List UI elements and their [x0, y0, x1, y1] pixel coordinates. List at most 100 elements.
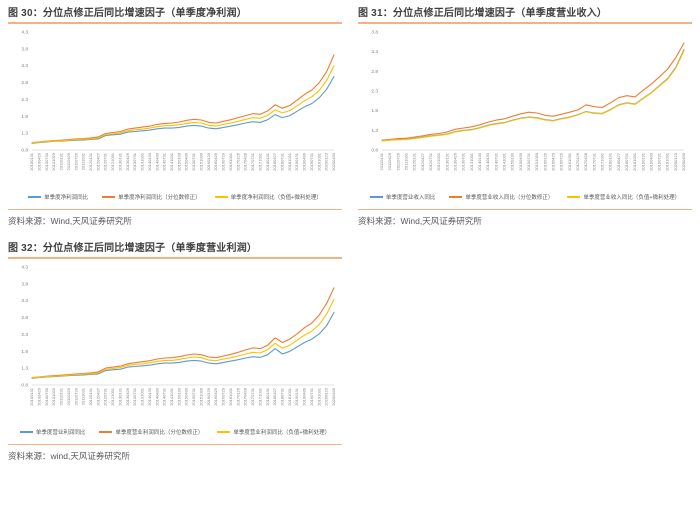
- legend-item: 单季度营业利润同比: [19, 428, 85, 436]
- legend-label: 单季度营业利润同比（分位数修正）: [115, 430, 204, 436]
- figure-30-source: 资料来源：Wind,天风证券研究所: [8, 216, 132, 226]
- svg-text:20190430: 20190430: [302, 387, 307, 406]
- svg-text:20141031: 20141031: [169, 387, 174, 406]
- svg-text:0.8: 0.8: [21, 383, 28, 389]
- svg-text:20140731: 20140731: [162, 387, 167, 406]
- svg-text:20150731: 20150731: [191, 152, 196, 171]
- svg-text:20190731: 20190731: [309, 152, 314, 171]
- svg-text:20170428: 20170428: [583, 152, 588, 171]
- figure-32-source-divider: [8, 444, 342, 445]
- svg-text:20140430: 20140430: [485, 152, 490, 171]
- svg-text:2.8: 2.8: [21, 315, 28, 321]
- svg-text:1.3: 1.3: [21, 131, 28, 137]
- svg-text:20140130: 20140130: [147, 152, 152, 171]
- figure-30-legend: 单季度净利润同比 单季度净利润同比（分位数修正） 单季度净利润同比（负值+微利处理）: [8, 192, 342, 202]
- svg-text:20100131: 20100131: [29, 387, 34, 406]
- svg-text:20190131: 20190131: [640, 152, 645, 171]
- legend-item: 单季度营业收入同比（分位数修正）: [449, 193, 553, 201]
- svg-text:3.8: 3.8: [21, 46, 28, 52]
- legend-item: 单季度净利润同比（负值+微利处理）: [214, 193, 322, 201]
- svg-text:20181031: 20181031: [632, 152, 637, 171]
- figure-32-title: 图 32：分位点修正后同比增速因子（单季度营业利润）: [8, 243, 258, 254]
- legend-label: 单季度营业收入同比: [385, 195, 436, 201]
- svg-text:20130731: 20130731: [132, 387, 137, 406]
- svg-text:20161031: 20161031: [567, 152, 572, 171]
- svg-text:20110131: 20110131: [59, 387, 64, 405]
- svg-text:20141031: 20141031: [501, 152, 506, 171]
- svg-text:20130426: 20130426: [453, 152, 458, 171]
- svg-text:20160129: 20160129: [206, 387, 211, 406]
- svg-text:20160129: 20160129: [206, 152, 211, 171]
- svg-text:20180731: 20180731: [280, 387, 285, 406]
- svg-text:20171031: 20171031: [257, 152, 262, 171]
- legend-item: 单季度净利润同比: [28, 193, 88, 201]
- svg-text:20170126: 20170126: [575, 152, 580, 171]
- svg-text:20130131: 20130131: [117, 152, 122, 171]
- svg-text:20200430: 20200430: [331, 387, 336, 406]
- svg-text:20170731: 20170731: [250, 387, 255, 406]
- svg-text:20131031: 20131031: [469, 152, 474, 171]
- svg-text:20180131: 20180131: [265, 387, 270, 406]
- svg-text:20190131: 20190131: [294, 152, 299, 171]
- legend-swatch: [449, 196, 463, 198]
- svg-text:20100730: 20100730: [44, 387, 49, 406]
- svg-text:20110429: 20110429: [387, 152, 392, 170]
- legend-label: 单季度营业收入同比（分位数修正）: [465, 195, 554, 201]
- svg-text:0.8: 0.8: [371, 148, 378, 154]
- svg-text:20120131: 20120131: [88, 387, 93, 406]
- legend-item: 单季度营业收入同比: [369, 193, 436, 201]
- svg-text:20150731: 20150731: [526, 152, 531, 171]
- svg-text:3.3: 3.3: [371, 49, 378, 55]
- svg-text:20170731: 20170731: [591, 152, 596, 171]
- svg-text:20170126: 20170126: [235, 152, 240, 171]
- svg-text:20120731: 20120731: [103, 152, 108, 171]
- svg-text:20181031: 20181031: [287, 387, 292, 406]
- svg-text:3.3: 3.3: [21, 63, 28, 69]
- svg-text:20130731: 20130731: [461, 152, 466, 171]
- svg-text:20120427: 20120427: [95, 152, 100, 171]
- svg-text:2.3: 2.3: [21, 332, 28, 338]
- svg-text:20151030: 20151030: [534, 152, 539, 171]
- legend-label: 单季度净利润同比（分位数修正）: [118, 195, 201, 201]
- svg-text:20111031: 20111031: [81, 387, 86, 405]
- figure-31-source-divider: [358, 209, 692, 210]
- svg-text:20111031: 20111031: [81, 152, 86, 170]
- svg-text:20200123: 20200123: [673, 152, 678, 171]
- svg-text:20150130: 20150130: [510, 152, 515, 171]
- svg-text:20180731: 20180731: [280, 152, 285, 171]
- svg-text:20120731: 20120731: [428, 152, 433, 171]
- svg-text:20160729: 20160729: [221, 387, 226, 406]
- svg-text:20111031: 20111031: [404, 152, 409, 170]
- figure-30: 图 30：分位点修正后同比增速因子（单季度净利润） 0.8 1.3 1.8 2.3 2.…: [8, 6, 342, 231]
- figure-30-source-divider: [8, 209, 342, 210]
- legend-item: 单季度净利润同比（分位数修正）: [102, 193, 201, 201]
- svg-text:20120131: 20120131: [412, 152, 417, 171]
- svg-text:20170731: 20170731: [250, 152, 255, 171]
- figure-32-source: 资料来源：wind,天风证券研究所: [8, 451, 130, 461]
- svg-text:3.8: 3.8: [371, 30, 378, 36]
- svg-text:20190731: 20190731: [657, 152, 662, 171]
- svg-text:1.3: 1.3: [21, 366, 28, 372]
- svg-text:20101029: 20101029: [51, 387, 56, 406]
- svg-text:20100730: 20100730: [44, 152, 49, 171]
- svg-text:20130131: 20130131: [444, 152, 449, 171]
- svg-text:20150130: 20150130: [176, 152, 181, 171]
- legend-label: 单季度营业收入同比（负值+微利处理）: [583, 195, 681, 201]
- svg-text:20160429: 20160429: [550, 152, 555, 171]
- svg-text:20200430: 20200430: [681, 152, 686, 171]
- net-profit-line-chart: 0.8 1.3 1.8 2.3 2.8 3.3 3.8 4.3 20100131 20100429…: [21, 30, 336, 171]
- svg-text:20110729: 20110729: [395, 152, 400, 170]
- figure-32-legend: 单季度营业利润同比 单季度营业利润同比（分位数修正） 单季度营业利润同比（负值+微利…: [8, 427, 342, 437]
- svg-text:0.8: 0.8: [21, 148, 28, 154]
- svg-text:20171031: 20171031: [257, 387, 262, 406]
- svg-text:20131031: 20131031: [140, 387, 145, 406]
- svg-text:20150430: 20150430: [518, 152, 523, 171]
- svg-text:20190131: 20190131: [294, 387, 299, 406]
- svg-text:3.3: 3.3: [21, 298, 28, 304]
- svg-text:20150731: 20150731: [191, 387, 196, 406]
- svg-text:20181031: 20181031: [287, 152, 292, 171]
- figure-31-title: 图 31：分位点修正后同比增速因子（单季度营业收入）: [358, 8, 608, 19]
- svg-text:20150430: 20150430: [184, 387, 189, 406]
- svg-text:20200123: 20200123: [324, 387, 329, 406]
